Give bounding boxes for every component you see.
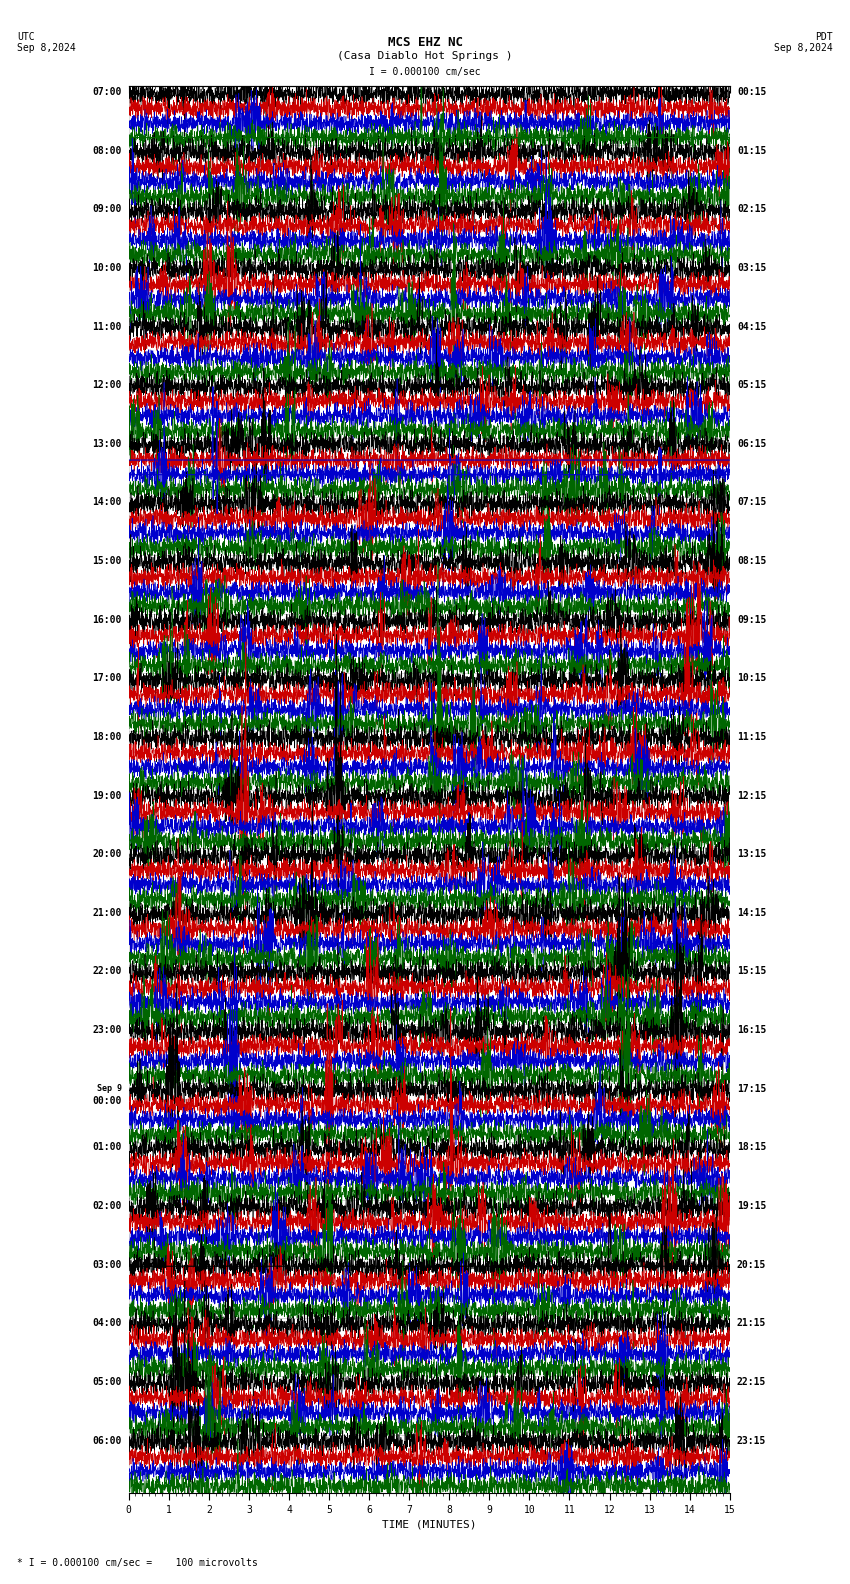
Text: 14:00: 14:00 [92,497,122,507]
Text: 19:00: 19:00 [92,790,122,800]
Text: 23:00: 23:00 [92,1025,122,1034]
Text: 17:15: 17:15 [737,1083,767,1093]
Text: 13:15: 13:15 [737,849,767,859]
Text: 06:15: 06:15 [737,439,767,448]
Text: * I = 0.000100 cm/sec =    100 microvolts: * I = 0.000100 cm/sec = 100 microvolts [17,1559,258,1568]
Text: 14:15: 14:15 [737,908,767,917]
Text: 10:15: 10:15 [737,673,767,683]
Text: 23:15: 23:15 [737,1435,767,1446]
Text: Sep 8,2024: Sep 8,2024 [774,43,833,52]
Text: 04:00: 04:00 [92,1318,122,1329]
Text: 15:15: 15:15 [737,966,767,976]
Text: 02:15: 02:15 [737,204,767,214]
Text: 03:15: 03:15 [737,263,767,272]
Text: 10:00: 10:00 [92,263,122,272]
Text: 21:15: 21:15 [737,1318,767,1329]
Text: I = 0.000100 cm/sec: I = 0.000100 cm/sec [369,67,481,76]
Text: 16:00: 16:00 [92,615,122,624]
Text: 08:00: 08:00 [92,146,122,155]
Text: 02:00: 02:00 [92,1201,122,1212]
Text: 15:00: 15:00 [92,556,122,565]
Text: 01:00: 01:00 [92,1142,122,1153]
Text: 06:00: 06:00 [92,1435,122,1446]
Text: 08:15: 08:15 [737,556,767,565]
Text: 01:15: 01:15 [737,146,767,155]
Text: 16:15: 16:15 [737,1025,767,1034]
Text: 05:00: 05:00 [92,1376,122,1388]
Text: 11:00: 11:00 [92,322,122,331]
Text: UTC: UTC [17,32,35,41]
Text: 22:15: 22:15 [737,1376,767,1388]
Text: 12:00: 12:00 [92,380,122,390]
Text: Sep 9: Sep 9 [97,1083,122,1093]
X-axis label: TIME (MINUTES): TIME (MINUTES) [382,1519,477,1530]
Text: Sep 8,2024: Sep 8,2024 [17,43,76,52]
Text: 22:00: 22:00 [92,966,122,976]
Text: 17:00: 17:00 [92,673,122,683]
Text: 07:00: 07:00 [92,87,122,97]
Text: 00:00: 00:00 [92,1096,122,1106]
Text: 11:15: 11:15 [737,732,767,741]
Text: 03:00: 03:00 [92,1259,122,1270]
Text: PDT: PDT [815,32,833,41]
Text: (Casa Diablo Hot Springs ): (Casa Diablo Hot Springs ) [337,51,513,60]
Text: 20:00: 20:00 [92,849,122,859]
Text: 19:15: 19:15 [737,1201,767,1212]
Text: 09:15: 09:15 [737,615,767,624]
Text: 20:15: 20:15 [737,1259,767,1270]
Text: 12:15: 12:15 [737,790,767,800]
Text: 00:15: 00:15 [737,87,767,97]
Text: 07:15: 07:15 [737,497,767,507]
Text: 18:15: 18:15 [737,1142,767,1153]
Text: 04:15: 04:15 [737,322,767,331]
Text: 13:00: 13:00 [92,439,122,448]
Text: 21:00: 21:00 [92,908,122,917]
Text: 09:00: 09:00 [92,204,122,214]
Text: 18:00: 18:00 [92,732,122,741]
Text: 05:15: 05:15 [737,380,767,390]
Text: MCS EHZ NC: MCS EHZ NC [388,36,462,49]
